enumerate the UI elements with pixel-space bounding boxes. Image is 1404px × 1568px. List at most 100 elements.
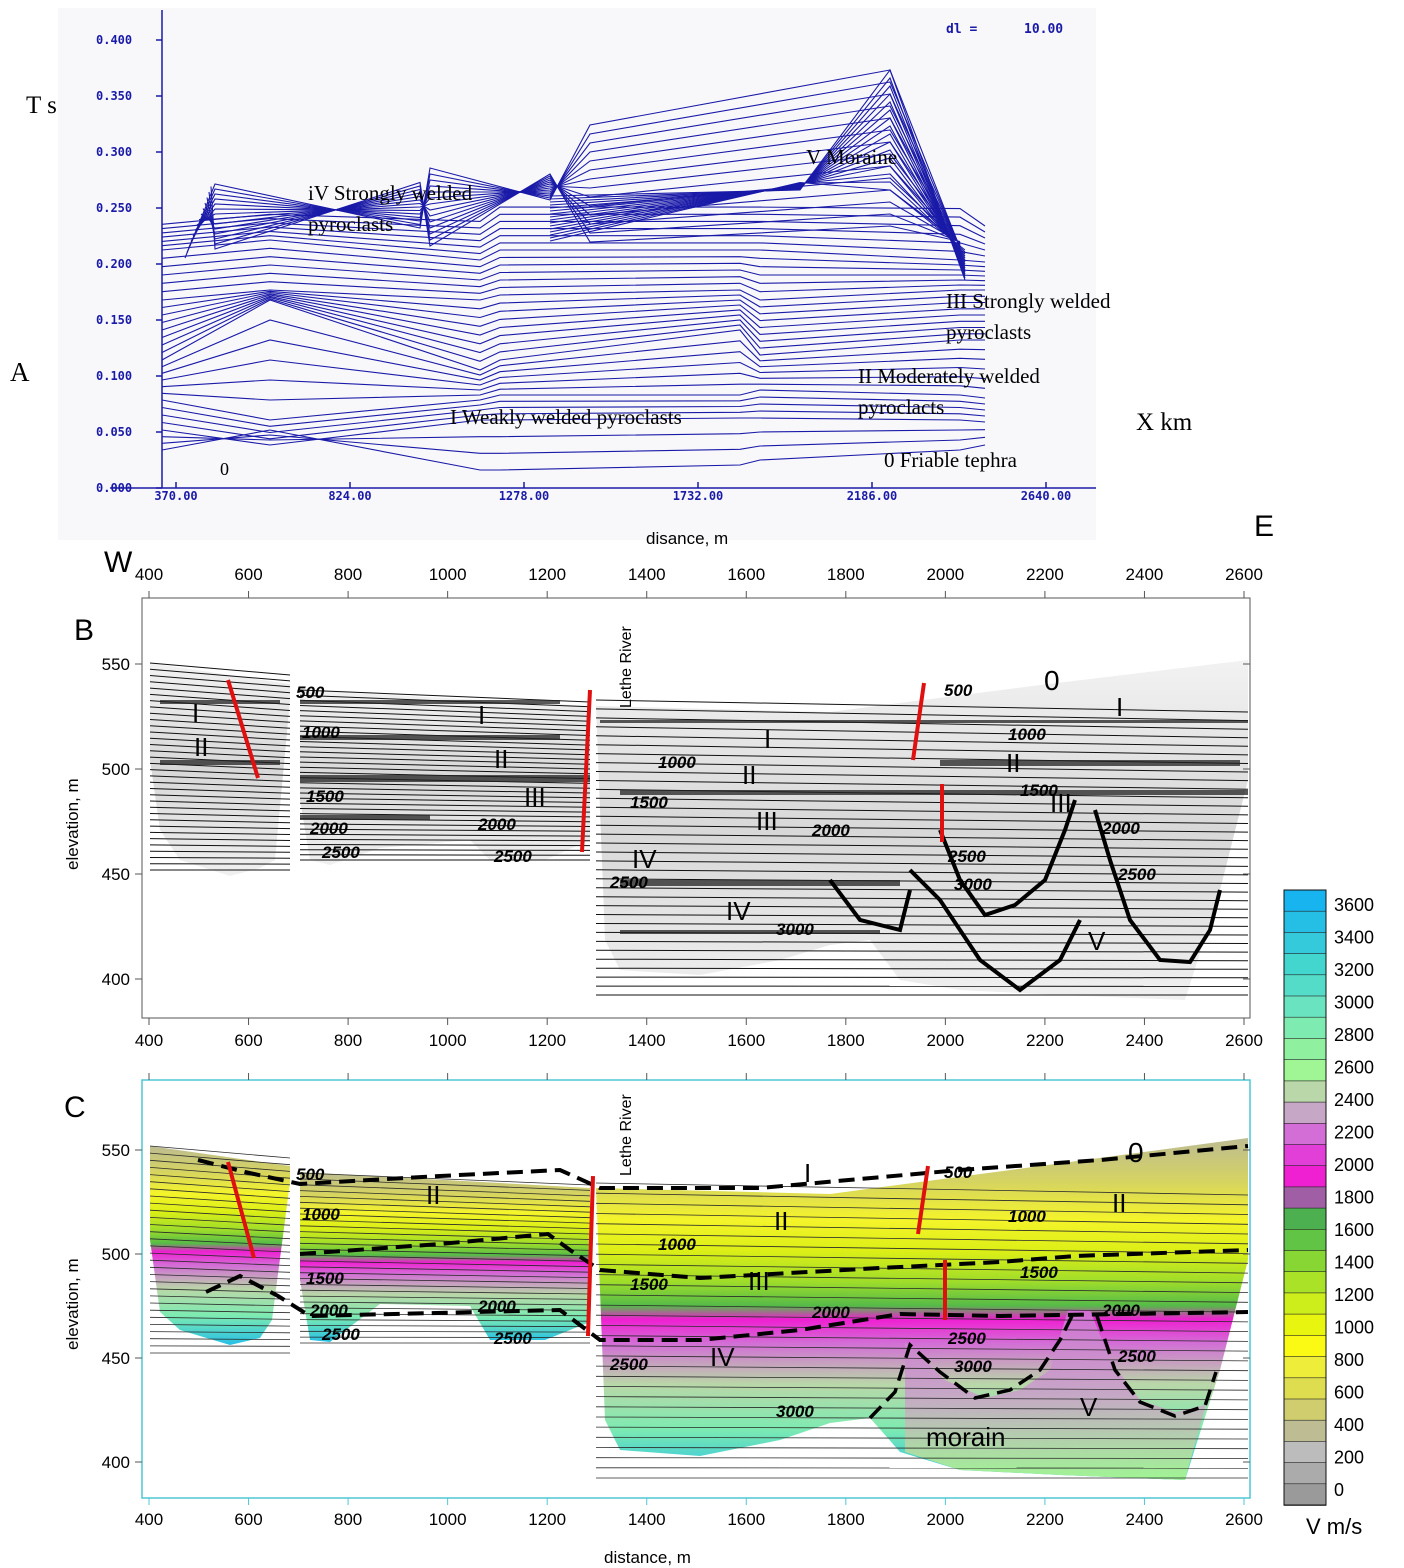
fault-line-c-2 bbox=[586, 1175, 595, 1337]
colorbar-block bbox=[1283, 974, 1327, 997]
panel-a-dl-label: dl = bbox=[946, 22, 977, 37]
panel-c-dashed-boundary-1 bbox=[197, 1144, 1249, 1190]
contour-label: 2500 bbox=[609, 873, 648, 892]
section-layer-line bbox=[299, 741, 591, 751]
unit-label: I bbox=[804, 1158, 811, 1188]
section-layer-line bbox=[299, 1278, 591, 1284]
panel-b-river-label: Lethe River bbox=[618, 626, 635, 708]
section-layer-line bbox=[299, 808, 591, 813]
panel-a-layer-line bbox=[188, 93, 961, 248]
colorbar-tick-label: 400 bbox=[1334, 1415, 1364, 1435]
section-layer-line bbox=[149, 781, 291, 788]
panel-c-dashed-boundary-2 bbox=[299, 1231, 1249, 1281]
panel-a-x-tick-label: 370.00 bbox=[154, 489, 197, 503]
contour-label: 500 bbox=[296, 1165, 325, 1184]
panel-a-layer-line bbox=[204, 179, 961, 244]
section-layer-line bbox=[149, 1266, 291, 1273]
section-layer-line bbox=[149, 1259, 291, 1266]
west-label: W bbox=[104, 546, 133, 579]
section-layer-line bbox=[299, 761, 591, 770]
colorbar-block bbox=[1283, 1229, 1327, 1252]
contour-label: 1000 bbox=[1008, 725, 1046, 744]
panel-a-y-tick-label: 0.150 bbox=[96, 313, 132, 327]
panel-a-layer-line bbox=[200, 165, 961, 245]
section-layer-line bbox=[299, 833, 591, 837]
x-tick-label: 2000 bbox=[926, 565, 964, 584]
section-layer-line bbox=[299, 1284, 591, 1289]
panel-a-layer-line bbox=[186, 81, 961, 253]
section-layer-line bbox=[299, 725, 591, 736]
section-layer-line bbox=[299, 1196, 591, 1208]
panel-c-contour-labels: 500 1000 1500 2000 2500 2000 2500 1000 1500 2000 2… bbox=[296, 1137, 1156, 1452]
contour-label: 3000 bbox=[776, 920, 814, 939]
section-layer-line bbox=[299, 1242, 591, 1251]
panel-a-layer-line bbox=[161, 389, 986, 421]
section-layer-line bbox=[149, 1324, 291, 1327]
section-layer-line bbox=[149, 1209, 291, 1219]
colorbar-block bbox=[1283, 889, 1327, 913]
panel-a-y-tick-label: 0.350 bbox=[96, 89, 132, 103]
y-tick-label: 450 bbox=[102, 865, 130, 884]
section-layer-line bbox=[595, 949, 1249, 953]
section-layer-line bbox=[595, 1355, 1249, 1362]
panel-c-x-title: distance, m bbox=[604, 1548, 691, 1567]
panel-c-moraine-body bbox=[905, 1310, 1215, 1480]
section-layer-line bbox=[299, 746, 591, 756]
section-layer-line bbox=[595, 860, 1249, 867]
section-layer-line bbox=[149, 1245, 291, 1253]
unit-label: II bbox=[742, 760, 756, 790]
panel-a-layer-line bbox=[161, 291, 985, 319]
panel-a-layer-line bbox=[161, 290, 985, 310]
colorbar-block bbox=[1283, 1335, 1327, 1358]
section-dark-band bbox=[160, 700, 280, 704]
section-layer-line bbox=[595, 744, 1249, 756]
section-layer-line bbox=[149, 662, 291, 676]
section-layer-line bbox=[149, 1224, 291, 1233]
panel-a-layer-line bbox=[161, 339, 986, 381]
x-tick-label: 1600 bbox=[727, 1510, 765, 1529]
colorbar-block bbox=[1283, 1313, 1327, 1337]
y-tick-label: 550 bbox=[102, 1141, 130, 1160]
section-layer-line bbox=[299, 1330, 591, 1333]
section-layer-line bbox=[299, 792, 591, 799]
colorbar-block bbox=[1283, 1080, 1327, 1103]
section-layer-line bbox=[595, 1325, 1249, 1332]
section-layer-line bbox=[595, 1314, 1249, 1323]
unit-label: III bbox=[748, 1266, 770, 1296]
panel-a-x-title: X km bbox=[1136, 409, 1193, 436]
colorbar-tick-label: 3200 bbox=[1334, 960, 1374, 980]
x-tick-label: 1200 bbox=[528, 1510, 566, 1529]
colorbar-block bbox=[1283, 1123, 1327, 1146]
label-unit-v: V Moraine bbox=[806, 145, 897, 169]
unit-label: I bbox=[192, 698, 199, 728]
section-layer-line bbox=[595, 762, 1249, 773]
section-layer-line bbox=[149, 668, 291, 682]
section-layer-line bbox=[595, 923, 1249, 927]
unit-label: II bbox=[1006, 748, 1020, 778]
panel-a-layer-line bbox=[161, 239, 986, 263]
colorbar-block bbox=[1283, 1377, 1327, 1400]
panel-a-layer-line bbox=[161, 383, 986, 401]
colorbar-block bbox=[1283, 1016, 1327, 1040]
section-layer-line bbox=[299, 1219, 591, 1229]
colorbar-blocks bbox=[1283, 889, 1327, 1506]
panel-a-layer-line bbox=[206, 177, 961, 243]
section-layer-line bbox=[149, 1231, 291, 1240]
colorbar-tick-label: 3400 bbox=[1334, 928, 1374, 948]
section-layer-line bbox=[595, 1426, 1249, 1430]
section-layer-line bbox=[595, 940, 1249, 944]
x-tick-label: 800 bbox=[334, 1510, 362, 1529]
label-unit-iii-1: III Strongly welded bbox=[946, 289, 1111, 313]
section-layer-line bbox=[149, 1331, 291, 1334]
colorbar: 0 200 400 600 800 1000 1200 1400 1600 1800 2000 220… bbox=[1283, 889, 1374, 1539]
contour-label: 3000 bbox=[954, 875, 992, 894]
unit-label: IV bbox=[726, 896, 751, 926]
section-layer-line bbox=[299, 705, 591, 717]
section-layer-line bbox=[149, 706, 291, 717]
panel-b-boundary-4 bbox=[828, 878, 912, 933]
y-tick-label: 400 bbox=[102, 970, 130, 989]
section-layer-line bbox=[299, 1184, 591, 1197]
panel-c-dashed-boundary-3 bbox=[205, 1273, 1249, 1342]
contour-label: 2500 bbox=[493, 847, 532, 866]
y-tick-label: 550 bbox=[102, 655, 130, 674]
